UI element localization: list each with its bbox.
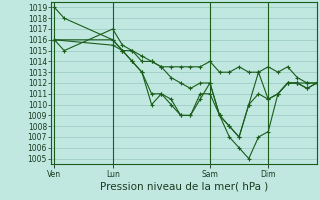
X-axis label: Pression niveau de la mer( hPa ): Pression niveau de la mer( hPa ) (100, 181, 268, 191)
